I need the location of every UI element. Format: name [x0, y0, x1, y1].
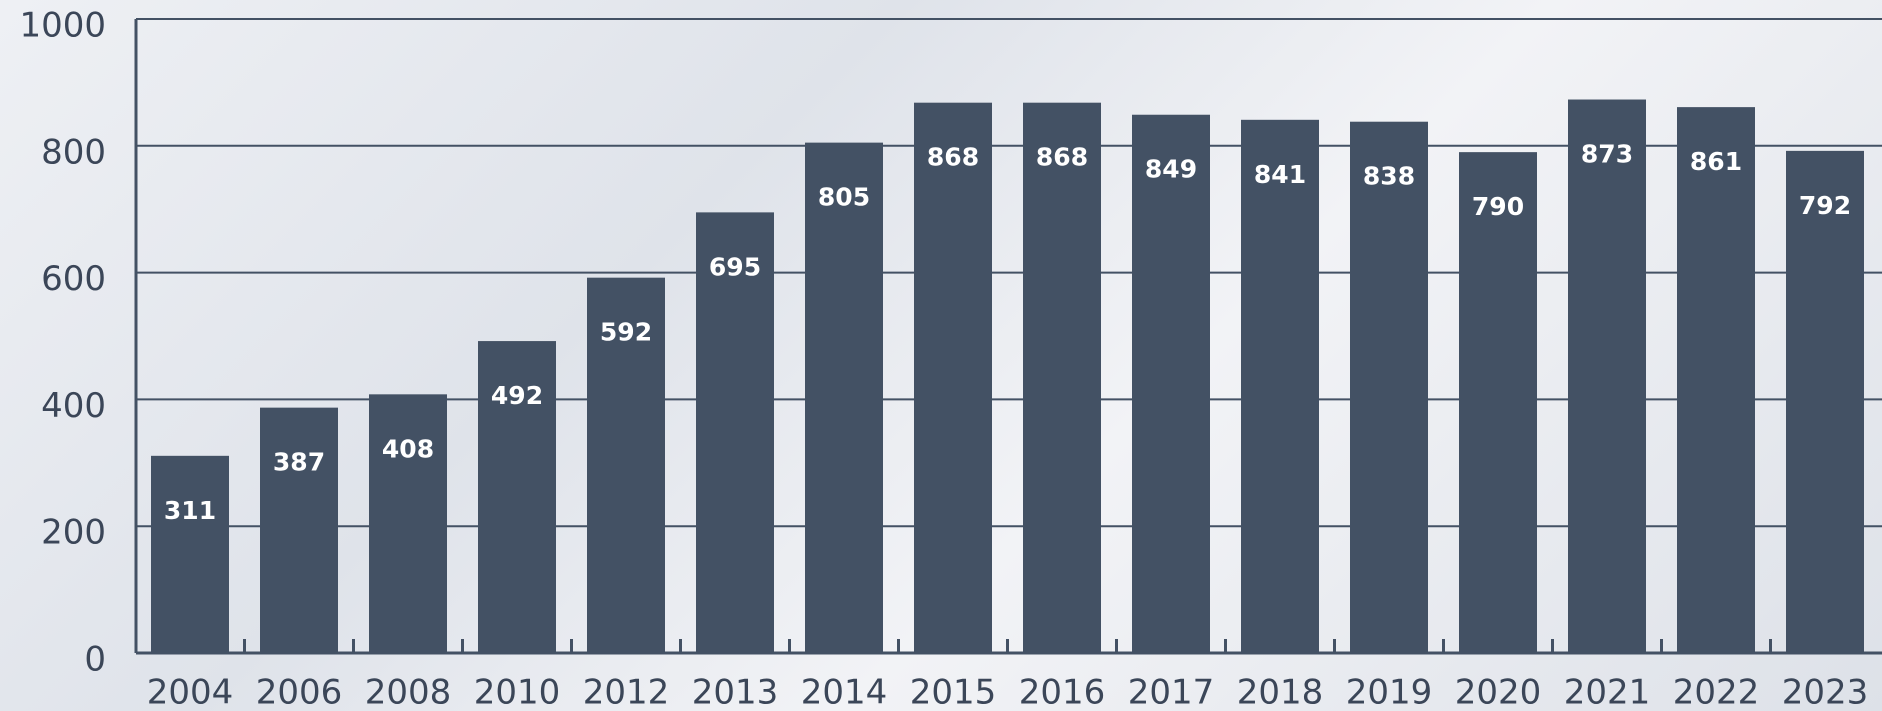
- value-label: 592: [600, 318, 652, 347]
- x-tick-label: 2010: [474, 673, 561, 711]
- x-tick-label: 2013: [692, 673, 779, 711]
- value-label: 695: [709, 252, 761, 281]
- bar: [1241, 119, 1319, 653]
- x-tick-label: 2014: [801, 673, 888, 711]
- value-label: 805: [818, 183, 870, 212]
- y-tick-label: 600: [41, 259, 106, 299]
- y-tick-label: 0: [84, 640, 106, 680]
- bar: [478, 341, 556, 653]
- x-tick-label: 2008: [365, 673, 452, 711]
- x-tick-label: 2004: [147, 673, 234, 711]
- y-tick-label: 200: [41, 513, 106, 553]
- bar: [369, 394, 447, 653]
- y-tick-label: 800: [41, 132, 106, 172]
- x-tick-label: 2022: [1673, 673, 1760, 711]
- x-tick-label: 2006: [256, 673, 343, 711]
- bar: [1350, 121, 1428, 653]
- x-tick-label: 2012: [583, 673, 670, 711]
- value-label: 873: [1581, 140, 1633, 169]
- bar: [1677, 107, 1755, 654]
- bar: [1132, 114, 1210, 653]
- x-tick-label: 2016: [1019, 673, 1106, 711]
- value-label: 849: [1145, 155, 1197, 184]
- bar: [696, 212, 774, 653]
- value-label: 387: [273, 448, 325, 477]
- x-tick-label: 2023: [1782, 673, 1869, 711]
- bar: [1023, 102, 1101, 654]
- bar: [260, 407, 338, 653]
- value-label: 868: [927, 143, 979, 172]
- x-tick-label: 2021: [1564, 673, 1651, 711]
- value-label: 492: [491, 381, 543, 410]
- y-tick-label: 1000: [19, 6, 106, 46]
- bar: [1568, 99, 1646, 653]
- value-label: 790: [1472, 192, 1524, 221]
- bar: [1786, 150, 1864, 653]
- value-label: 861: [1690, 147, 1742, 176]
- x-tick-label: 2020: [1455, 673, 1542, 711]
- x-tick-label: 2018: [1237, 673, 1324, 711]
- bar: [1459, 152, 1537, 653]
- value-label: 841: [1254, 160, 1306, 189]
- value-label: 311: [164, 496, 216, 525]
- value-label: 838: [1363, 162, 1415, 191]
- value-label: 408: [382, 434, 434, 463]
- value-label: 868: [1036, 143, 1088, 172]
- x-tick-label: 2017: [1128, 673, 1215, 711]
- x-tick-label: 2015: [910, 673, 997, 711]
- x-tick-label: 2019: [1346, 673, 1433, 711]
- bar: [151, 455, 229, 653]
- bar: [914, 102, 992, 654]
- y-tick-label: 400: [41, 386, 106, 426]
- value-label: 792: [1799, 191, 1851, 220]
- bar: [587, 277, 665, 653]
- bar: [805, 142, 883, 653]
